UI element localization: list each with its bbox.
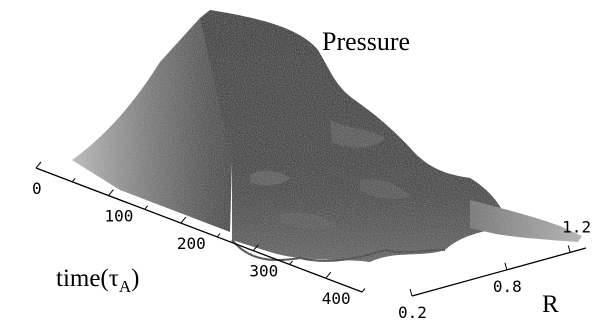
time-axis-label: time(τA) xyxy=(56,265,139,296)
time-tick-label-3: 300 xyxy=(249,262,278,281)
surface-front-edge xyxy=(231,239,446,262)
r-tick-label-1: 0.8 xyxy=(493,277,522,296)
time-tick-label-4: 400 xyxy=(322,289,351,308)
time-minor-tick-0 xyxy=(71,177,76,183)
time-tick-label-0: 0 xyxy=(32,179,42,198)
r-tick-2 xyxy=(567,245,571,253)
time-tick-0 xyxy=(35,161,42,169)
time-axis-ticks: 0 100 200 300 400 xyxy=(32,161,366,308)
r-tick-1 xyxy=(504,262,508,270)
time-minor-tick-4 xyxy=(361,288,366,293)
surface-highlight-4 xyxy=(280,212,338,230)
time-tick-4 xyxy=(325,271,332,279)
chart-title: Pressure xyxy=(322,27,410,56)
surface-highlight-1 xyxy=(330,120,385,148)
r-axis-label: R xyxy=(542,291,559,318)
time-axis: 0 100 200 300 400 time(τA) xyxy=(32,161,366,308)
time-tick-label-2: 200 xyxy=(177,234,206,253)
surface-highlight-2 xyxy=(250,170,290,186)
time-tick-label-1: 100 xyxy=(104,207,133,226)
time-tick-1 xyxy=(108,189,114,196)
r-tick-0 xyxy=(409,288,413,297)
r-tick-label-2: 1.2 xyxy=(562,217,591,236)
time-axis-line xyxy=(35,167,363,293)
r-axis: 0.2 0.8 1.2 R xyxy=(398,217,591,322)
pressure-surface xyxy=(72,10,582,262)
time-tick-3 xyxy=(252,244,259,251)
time-tick-2 xyxy=(180,216,187,224)
time-minor-tick-3 xyxy=(289,260,293,265)
surface-tail xyxy=(470,200,582,242)
r-tick-label-0: 0.2 xyxy=(398,303,427,322)
surface-highlight-3 xyxy=(360,178,410,199)
r-axis-line xyxy=(411,247,587,297)
time-minor-tick-1 xyxy=(144,205,149,210)
surface-left-slope xyxy=(72,18,232,232)
r-axis-ticks: 0.2 0.8 1.2 xyxy=(398,217,591,322)
time-minor-tick-2 xyxy=(216,233,221,238)
